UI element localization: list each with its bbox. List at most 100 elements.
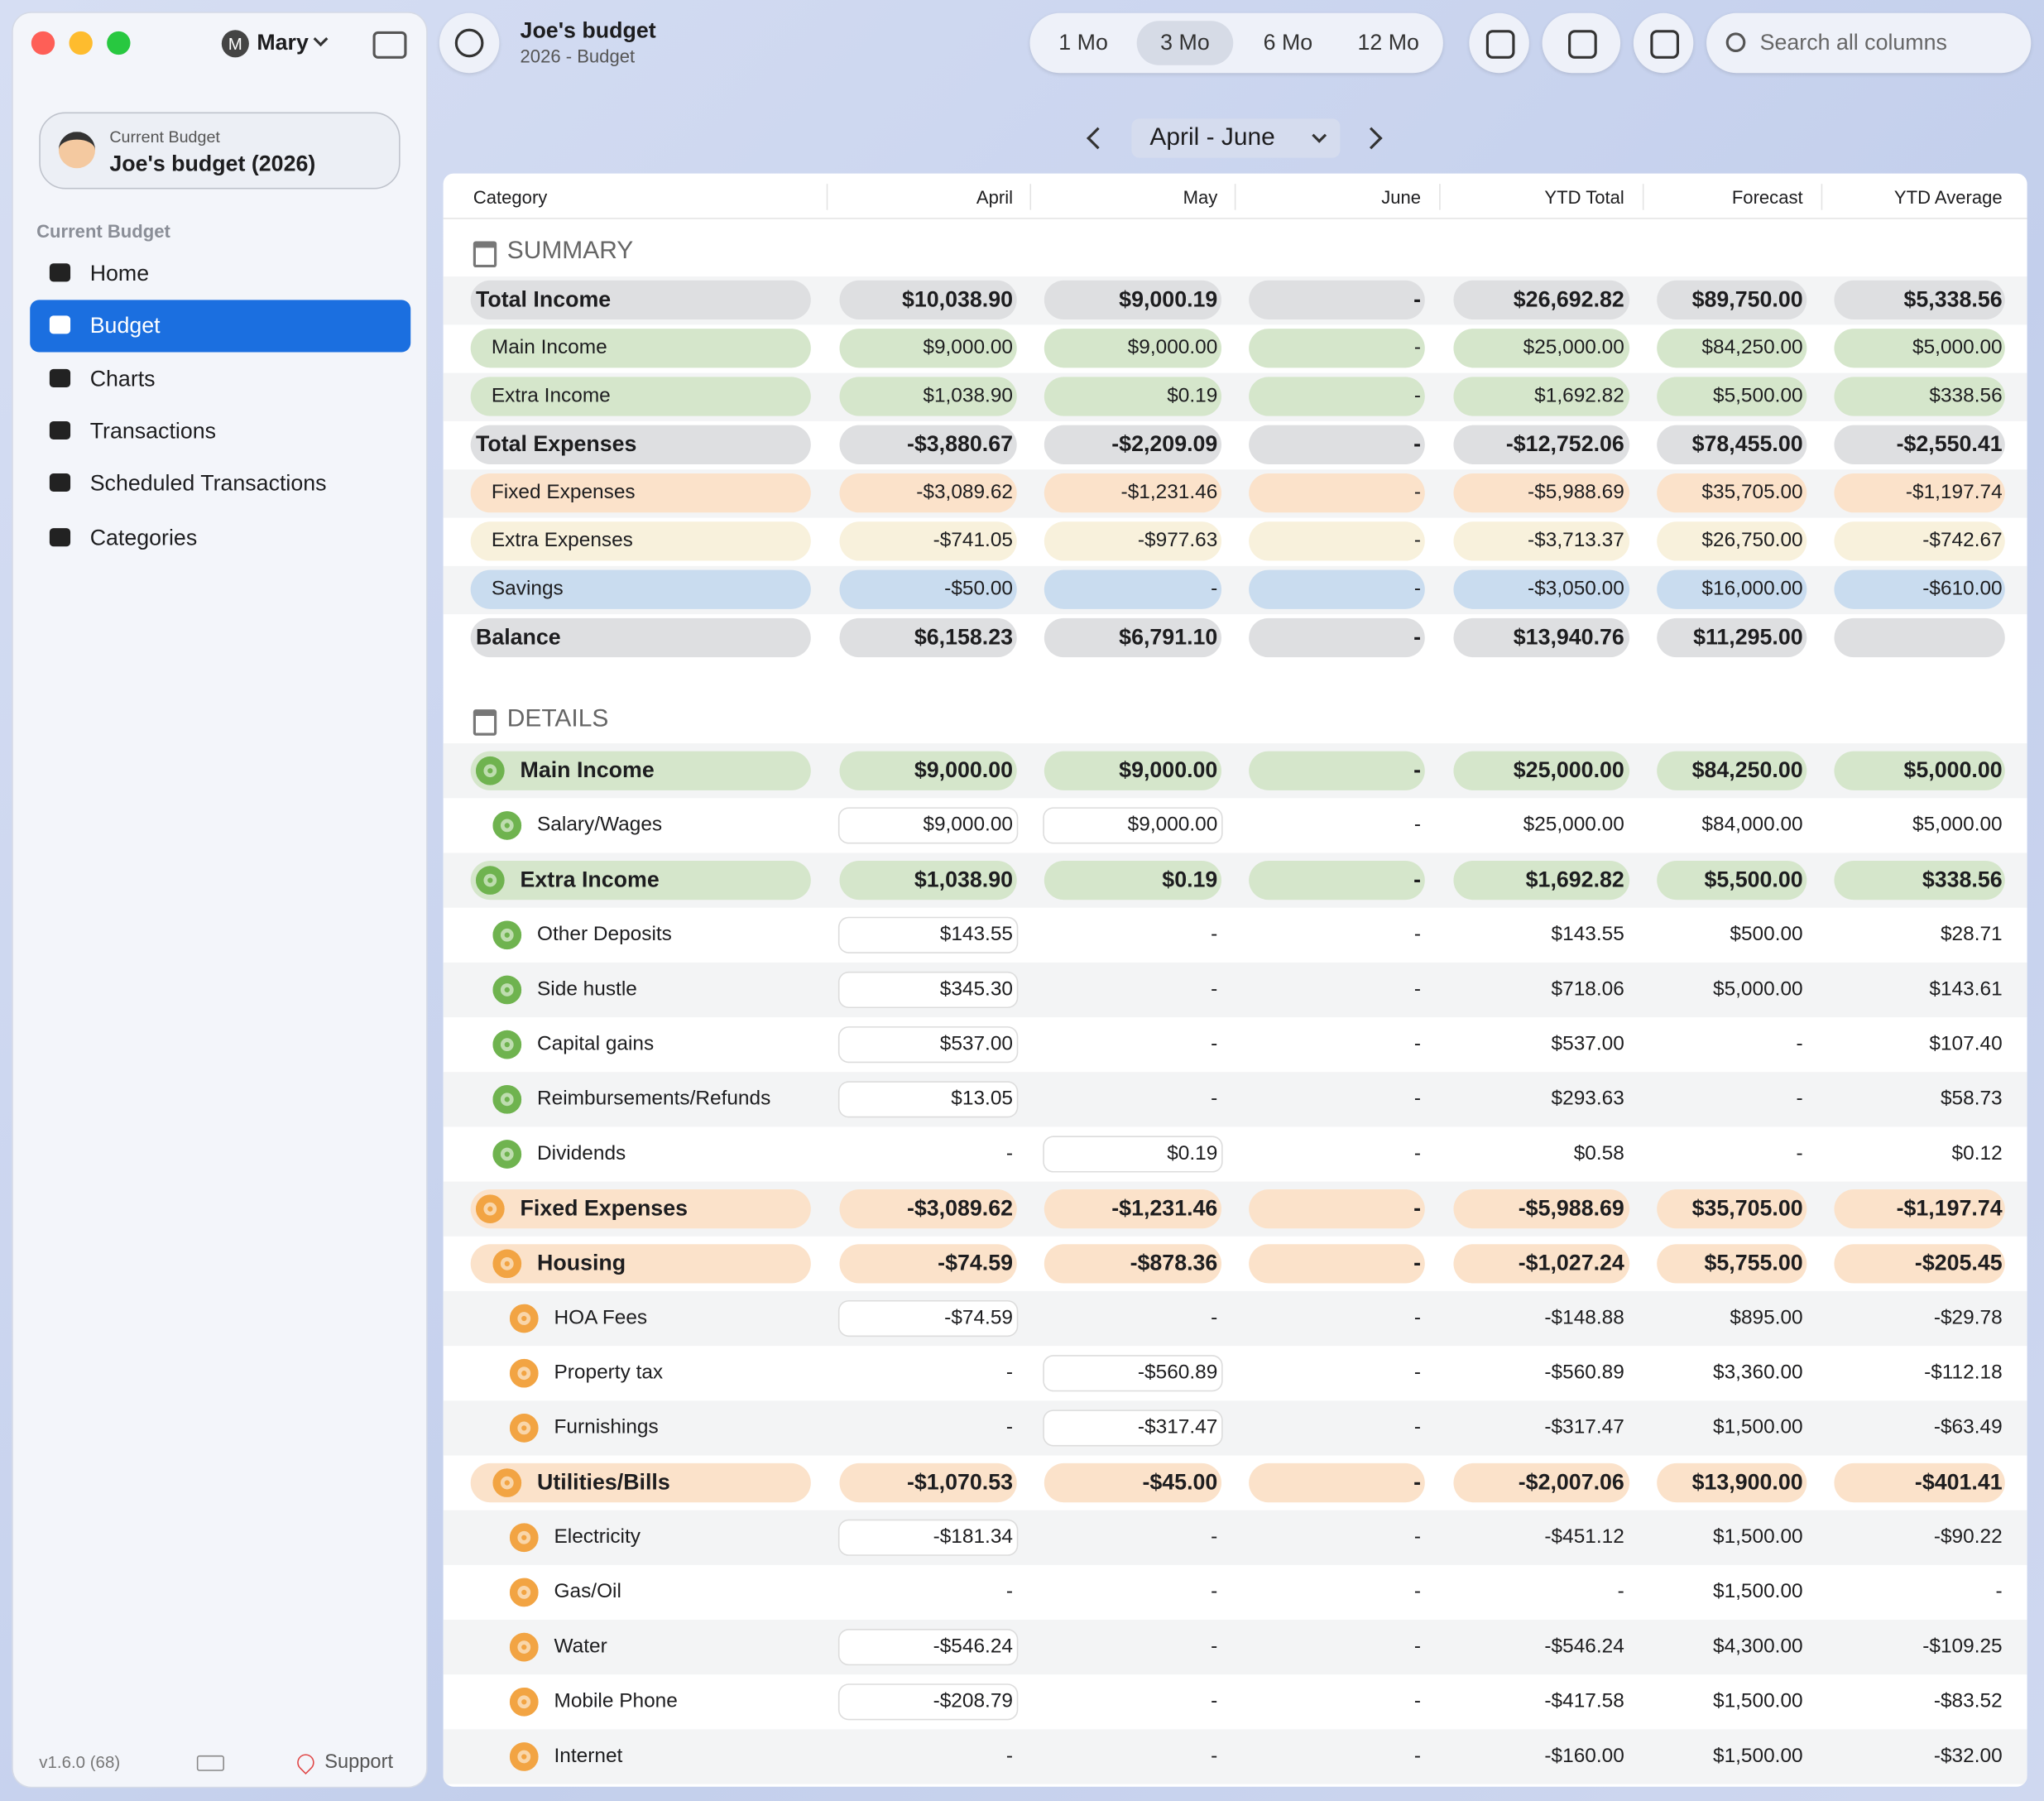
- value-pill: [1044, 1244, 1222, 1284]
- value-input[interactable]: [839, 973, 1017, 1007]
- value-cell: $9,000.00: [914, 757, 1014, 783]
- value-input[interactable]: [839, 1027, 1017, 1062]
- value-cell: -: [1413, 1416, 1422, 1438]
- category-label: Furnishings: [554, 1416, 659, 1438]
- nav-item[interactable]: Transactions: [30, 406, 410, 458]
- value-cell: $84,000.00: [1701, 814, 1803, 837]
- current-budget-card[interactable]: Current Budget Joe's budget (2026): [39, 112, 401, 190]
- value-cell: $9,000.19: [1119, 286, 1218, 312]
- period-option[interactable]: 6 Mo: [1263, 30, 1313, 55]
- sidebar-toggle[interactable]: [372, 31, 407, 59]
- category-pill: [470, 425, 811, 464]
- window-control[interactable]: [69, 31, 93, 55]
- value-input[interactable]: [839, 1301, 1017, 1336]
- value-input[interactable]: [839, 808, 1017, 843]
- value-pill: [1453, 751, 1630, 790]
- nav-label: Scheduled Transactions: [89, 470, 327, 496]
- window-control[interactable]: [107, 31, 131, 55]
- value-cell: $1,038.90: [914, 867, 1014, 892]
- user-avatar[interactable]: M: [221, 30, 249, 58]
- support-link[interactable]: Support: [324, 1751, 394, 1774]
- value-cell: $25,000.00: [1513, 757, 1624, 783]
- value-input[interactable]: [839, 1082, 1017, 1117]
- category-icon: [492, 1084, 522, 1114]
- nav-item[interactable]: Budget: [30, 300, 411, 353]
- value-pill: [839, 521, 1017, 561]
- category-pill: [470, 473, 811, 513]
- category-icon: [492, 1140, 522, 1169]
- user-name[interactable]: Mary: [257, 30, 309, 55]
- value-pill: [1834, 425, 2005, 464]
- help-button[interactable]: [439, 12, 500, 74]
- nav-item[interactable]: Categories: [30, 512, 410, 564]
- period-option[interactable]: 3 Mo: [1160, 30, 1210, 55]
- toolbar-button[interactable]: [1542, 12, 1621, 74]
- value-cell: $0.12: [1951, 1142, 2003, 1165]
- value-cell: -$1,027.24: [1518, 1251, 1624, 1276]
- value-cell: $895.00: [1730, 1306, 1803, 1329]
- row-band: [443, 962, 2027, 1018]
- period-option[interactable]: 1 Mo: [1058, 30, 1108, 55]
- value-cell: -: [1413, 1088, 1422, 1110]
- category-icon: [492, 920, 522, 950]
- value-input[interactable]: [1044, 1137, 1222, 1171]
- category-label: Side hustle: [537, 977, 637, 1001]
- value-input[interactable]: [1044, 808, 1222, 843]
- period-selected-bg: [1136, 21, 1234, 65]
- value-input[interactable]: [839, 1630, 1017, 1664]
- value-cell: $1,692.82: [1525, 867, 1624, 892]
- value-input[interactable]: [839, 918, 1017, 953]
- value-cell: -: [1413, 977, 1422, 1001]
- nav-icon: [49, 528, 71, 547]
- value-cell: -: [1413, 1745, 1422, 1768]
- nav-item[interactable]: Charts: [30, 353, 410, 406]
- value-pill: [1453, 1462, 1630, 1503]
- keyboard-icon[interactable]: [196, 1755, 224, 1771]
- value-pill: [1657, 280, 1807, 320]
- prev-range[interactable]: [1087, 127, 1109, 150]
- column-divider: [1439, 184, 1441, 210]
- search-field[interactable]: Search all columns: [1706, 12, 2032, 74]
- category-icon: [475, 866, 505, 895]
- value-pill: [1453, 377, 1630, 416]
- next-range[interactable]: [1360, 127, 1383, 150]
- value-cell: -$74.59: [938, 1251, 1014, 1276]
- category-label: Reimbursements/Refunds: [537, 1088, 771, 1110]
- nav-icon: [49, 368, 71, 387]
- value-cell: $143.55: [1551, 923, 1624, 946]
- value-cell: -: [1211, 1306, 1218, 1329]
- toolbar-button[interactable]: [1469, 12, 1529, 74]
- value-cell: -: [1413, 336, 1422, 359]
- value-pill: [1834, 377, 2005, 416]
- value-input[interactable]: [1044, 1356, 1222, 1390]
- nav-item[interactable]: Home: [30, 247, 410, 300]
- range-dropdown[interactable]: April - June: [1131, 118, 1341, 158]
- value-pill: [1657, 425, 1807, 464]
- nav-item[interactable]: Scheduled Transactions: [30, 458, 410, 510]
- value-input[interactable]: [839, 1684, 1017, 1719]
- category-label: Internet: [554, 1745, 623, 1768]
- value-cell: -$2,209.09: [1111, 431, 1218, 457]
- value-input[interactable]: [839, 1520, 1017, 1555]
- category-label: Mobile Phone: [554, 1690, 678, 1712]
- value-cell: -: [1413, 867, 1422, 892]
- nav-icon: [49, 473, 71, 492]
- period-option[interactable]: 12 Mo: [1357, 30, 1419, 55]
- toolbar-button[interactable]: [1633, 12, 1694, 74]
- value-input[interactable]: [1044, 1410, 1222, 1445]
- category-icon: [492, 1468, 522, 1497]
- value-pill: [1657, 329, 1807, 368]
- value-pill: [1834, 569, 2005, 609]
- value-cell: -$742.67: [1922, 529, 2003, 552]
- value-cell: -$83.52: [1933, 1690, 2003, 1712]
- value-cell: $13.05: [951, 1088, 1014, 1110]
- nav-label: Categories: [89, 526, 198, 550]
- value-pill: [839, 1244, 1017, 1284]
- row-band: [443, 1729, 2027, 1784]
- header-rule: [443, 218, 2027, 219]
- value-pill: [1834, 521, 2005, 561]
- toolbar-icon: [1485, 30, 1515, 59]
- value-cell: -$74.59: [944, 1306, 1014, 1329]
- window-control[interactable]: [31, 31, 55, 55]
